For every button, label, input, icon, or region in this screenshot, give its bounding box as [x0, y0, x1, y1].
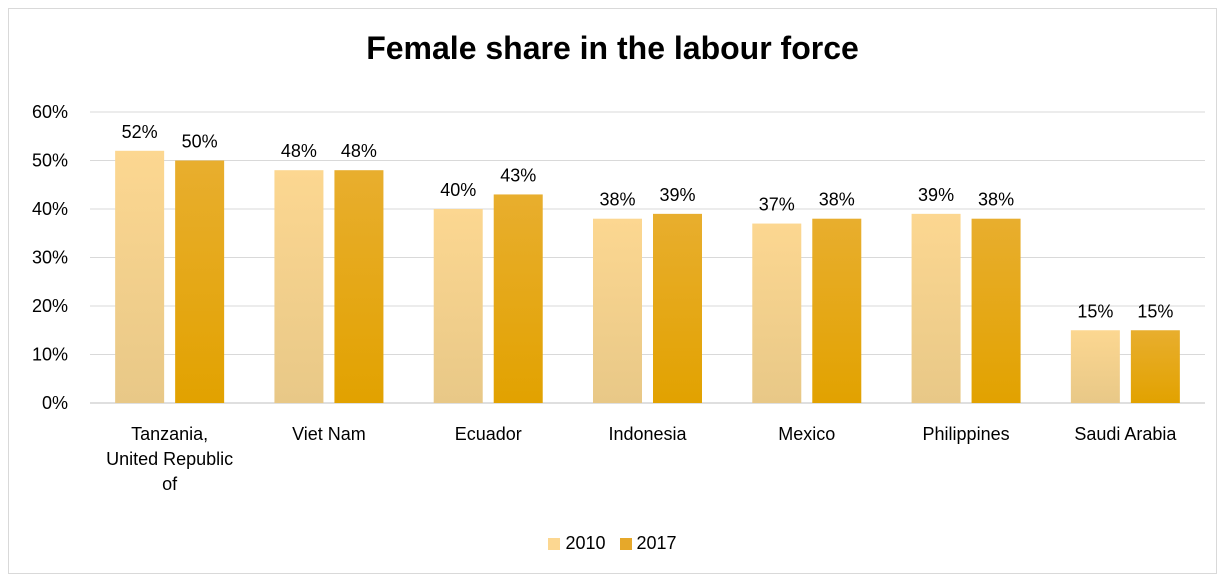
category-label: Philippines — [923, 424, 1010, 444]
y-tick-label: 10% — [32, 345, 68, 365]
bar-2017 — [971, 218, 1021, 403]
data-label: 39% — [659, 185, 695, 205]
bar-2010 — [115, 150, 165, 403]
data-label: 52% — [122, 122, 158, 142]
data-label: 50% — [182, 132, 218, 152]
data-label: 48% — [281, 141, 317, 161]
category-label: Ecuador — [455, 424, 522, 444]
category-label: Saudi Arabia — [1074, 424, 1177, 444]
bars — [115, 150, 1180, 403]
legend-label-2017: 2017 — [636, 533, 677, 553]
y-tick-label: 60% — [32, 102, 68, 122]
category-labels: Tanzania, United Republic of Viet Nam Ecuado… — [106, 424, 1177, 494]
data-label: 15% — [1137, 301, 1173, 321]
bar-2010 — [433, 209, 483, 403]
legend-item-2010: 2010 — [548, 533, 606, 554]
bar-2010 — [752, 223, 802, 403]
y-tick-label: 50% — [32, 151, 68, 171]
bar-2017 — [493, 194, 543, 403]
chart-title: Female share in the labour force — [366, 30, 859, 66]
bar-2017 — [812, 218, 862, 403]
y-tick-label: 0% — [42, 393, 68, 413]
bar-2010 — [593, 218, 642, 403]
data-label: 40% — [440, 180, 476, 200]
data-label: 38% — [978, 190, 1014, 210]
category-label: Viet Nam — [292, 424, 366, 444]
bar-2017 — [1130, 330, 1180, 403]
category-label: Indonesia — [608, 424, 687, 444]
data-label: 38% — [819, 190, 855, 210]
bar-2010 — [1070, 330, 1120, 403]
y-axis: 0% 10% 20% 30% 40% 50% 60% — [32, 102, 68, 413]
y-tick-label: 40% — [32, 199, 68, 219]
legend: 2010 2017 — [0, 533, 1225, 554]
category-label: Mexico — [778, 424, 835, 444]
data-label: 48% — [341, 141, 377, 161]
legend-item-2017: 2017 — [619, 533, 677, 554]
bar-2017 — [334, 170, 384, 403]
bar-2010 — [911, 213, 961, 403]
data-label: 39% — [918, 185, 954, 205]
data-label: 38% — [599, 190, 635, 210]
category-label: United Republic — [106, 449, 233, 469]
gridlines — [90, 111, 1205, 404]
bar-2010 — [274, 170, 324, 403]
data-labels: 52% 50% 48% 48% 40% 43% 38% 39% 37% 38% 39% 38% 15% 1… — [122, 122, 1174, 321]
y-tick-label: 20% — [32, 296, 68, 316]
data-label: 37% — [759, 195, 795, 215]
bar-2017 — [653, 213, 702, 403]
bar-2017 — [175, 160, 225, 403]
data-label: 43% — [500, 165, 536, 185]
legend-swatch-2017 — [619, 537, 632, 550]
category-label: Tanzania, — [131, 424, 208, 444]
legend-label-2010: 2010 — [565, 533, 606, 553]
data-label: 15% — [1077, 301, 1113, 321]
category-label: of — [162, 474, 178, 494]
legend-swatch-2010 — [548, 537, 561, 550]
y-tick-label: 30% — [32, 248, 68, 268]
